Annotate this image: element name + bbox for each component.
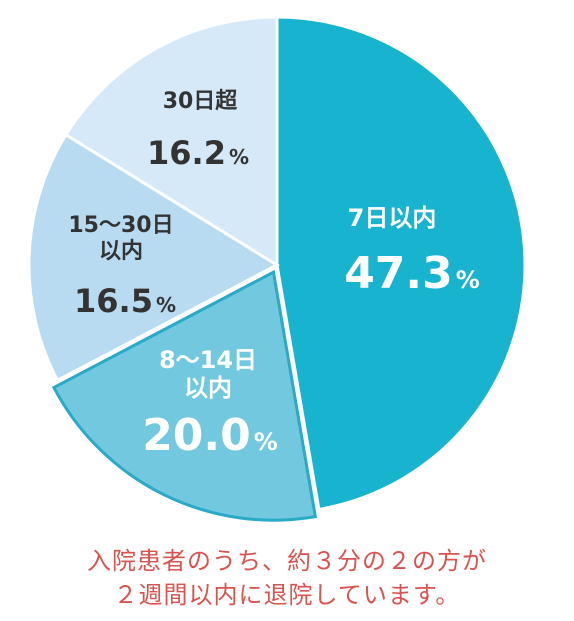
slice-category-label: 以内	[184, 374, 232, 402]
slice-category-label: 8～14日	[159, 346, 257, 374]
slice-category-label: 30日超	[163, 89, 239, 114]
caption: 入院患者のうち、約３分の２の方が ２週間以内に退院しています。	[0, 544, 574, 612]
pie-slices	[27, 15, 527, 522]
slice-value-label: 20.0%	[142, 410, 278, 461]
slice-value-label: 47.3%	[344, 248, 480, 299]
pie-slice	[275, 15, 527, 512]
slice-category-label: 以内	[99, 239, 143, 264]
pie-slice	[27, 132, 281, 383]
pie-slice	[63, 15, 279, 268]
slice-category-label: 15～30日	[68, 213, 173, 238]
slice-value-label: 16.2%	[147, 134, 249, 172]
caption-line-2: ２週間以内に退院しています。	[113, 581, 461, 609]
slice-category-label: 7日以内	[348, 204, 437, 232]
caption-line-1: 入院患者のうち、約３分の２の方が	[87, 547, 487, 575]
slice-value-label: 16.5%	[74, 282, 176, 320]
pie-slice	[51, 269, 318, 522]
